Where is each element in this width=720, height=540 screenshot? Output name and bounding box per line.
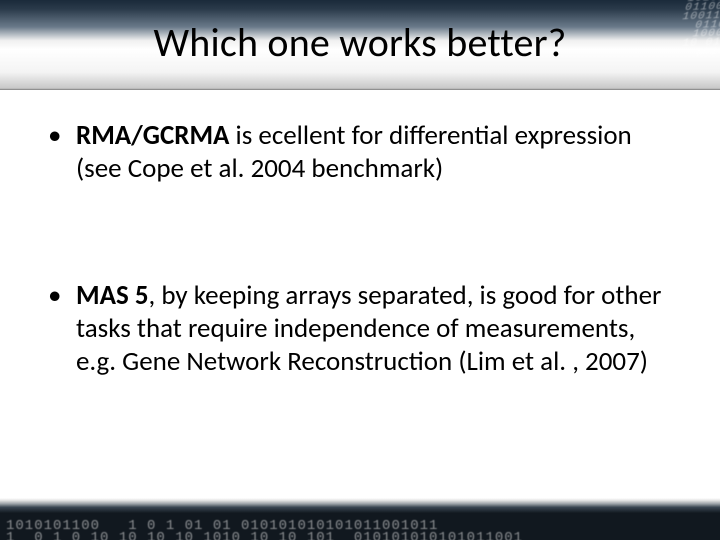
bullet-item: • RMA/GCRMA is ecellent for differential… <box>48 120 678 186</box>
bullet-text: MAS 5, by keeping arrays separated, is g… <box>76 280 678 379</box>
bullet-lead: MAS 5 <box>76 279 149 312</box>
slide-title: Which one works better? <box>0 18 720 67</box>
bullet-item: • MAS 5, by keeping arrays separated, is… <box>48 280 678 379</box>
bullet-marker-icon: • <box>48 280 76 313</box>
bullet-marker-icon: • <box>48 120 76 153</box>
footer-band: 1010101100 1 0 1 01 01 01010101010101100… <box>0 498 720 540</box>
footer-binary-decor: 1010101100 1 0 1 01 01 01010101010101100… <box>0 520 720 540</box>
bullet-text: RMA/GCRMA is ecellent for differential e… <box>76 120 678 186</box>
bullet-rest: , by keeping arrays separated, is good f… <box>76 279 661 378</box>
slide-content: • RMA/GCRMA is ecellent for differential… <box>48 120 678 473</box>
bullet-lead: RMA/GCRMA <box>76 119 229 152</box>
